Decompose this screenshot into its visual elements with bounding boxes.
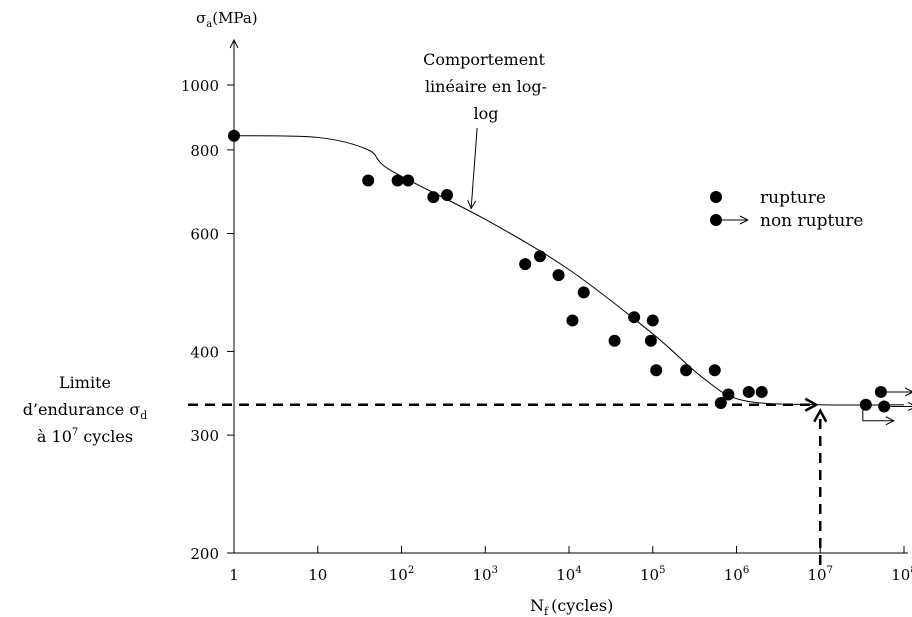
point-non-rupture	[859, 398, 872, 411]
x-tick-label: 105	[640, 565, 665, 584]
point-rupture	[650, 364, 663, 377]
x-tick-label: 1	[229, 566, 239, 584]
legend-marker-non-rupture	[710, 214, 722, 226]
sn-curve-line	[233, 135, 905, 406]
axis-ticks: 1 10 102 103 104 105 106 107 108 200 300 400 600 800 1…	[181, 77, 912, 584]
y-tick-label: 300	[190, 427, 219, 445]
point-rupture	[427, 191, 440, 204]
x-tick-label: 103	[473, 565, 498, 584]
legend: rupture non rupture	[710, 188, 863, 231]
point-rupture	[441, 189, 454, 202]
point-rupture	[644, 334, 657, 347]
point-rupture	[714, 397, 727, 410]
y-tick-label: 200	[190, 545, 219, 563]
x-axis-label: Nf (cycles)	[530, 596, 613, 617]
y-tick-label: 1000	[181, 77, 219, 95]
point-rupture	[742, 385, 755, 398]
point-rupture	[391, 174, 404, 187]
point-rupture	[552, 269, 565, 282]
point-non-rupture	[878, 400, 891, 413]
annotation-arrow	[471, 127, 478, 209]
point-rupture	[577, 286, 590, 299]
legend-marker-rupture	[710, 191, 722, 203]
x-tick-label: 106	[724, 565, 749, 584]
legend-label-rupture: rupture	[760, 188, 826, 208]
y-tick-label: 600	[190, 226, 219, 244]
runout-arrow	[862, 406, 894, 421]
fit-curve	[233, 135, 905, 406]
point-rupture	[755, 385, 768, 398]
point-rupture	[722, 388, 735, 401]
endurance-line-1: Limite	[59, 373, 111, 392]
x-tick-label: 104	[556, 565, 581, 584]
endurance-guides	[188, 397, 828, 565]
point-rupture	[402, 174, 415, 187]
legend-label-non-rupture: non rupture	[760, 211, 863, 231]
point-rupture	[708, 364, 721, 377]
endurance-line-3: à 107 cycles	[37, 427, 133, 446]
y-axis-label: σa(MPa)	[196, 9, 258, 30]
point-rupture	[519, 258, 532, 271]
point-rupture	[608, 334, 621, 347]
point-rupture	[228, 129, 240, 142]
x-tick-label: 102	[389, 565, 414, 584]
x-tick-label: 10	[308, 566, 327, 584]
point-rupture	[680, 364, 693, 377]
y-tick-label: 800	[190, 142, 219, 160]
y-tick-label: 400	[190, 343, 219, 361]
x-tick-label: 107	[808, 565, 833, 584]
point-rupture	[646, 314, 659, 327]
endurance-line-2: d’endurance σd	[23, 400, 148, 422]
annotation-line-2: linéaire en log-	[425, 77, 547, 96]
endurance-limit-annotation: Limite d’endurance σd à 107 cycles	[23, 373, 148, 446]
point-rupture	[566, 314, 579, 327]
linear-behaviour-annotation: Comportement linéaire en log- log	[423, 50, 547, 209]
annotation-line-3: log	[474, 104, 499, 123]
data-points	[228, 129, 912, 421]
point-non-rupture	[874, 385, 887, 398]
annotation-line-1: Comportement	[423, 50, 545, 69]
point-rupture	[628, 311, 641, 324]
axes	[234, 40, 908, 554]
x-tick-label: 108	[891, 565, 912, 584]
point-rupture	[533, 250, 546, 263]
point-rupture	[362, 174, 375, 187]
